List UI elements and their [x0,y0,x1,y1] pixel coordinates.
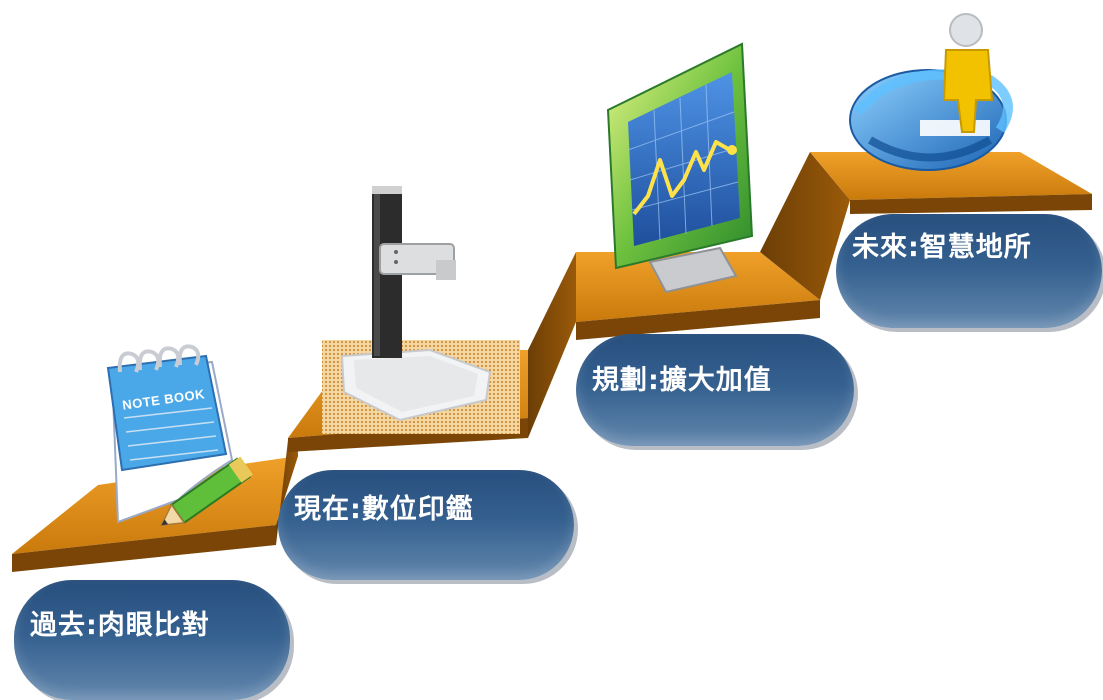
timeline-staircase: 過去:肉眼比對 現在:數位印鑑 規劃:擴大加值 未來:智慧地所 NOTE BOO… [12,13,1102,700]
riser-1 [276,438,298,545]
stage-future-label: 未來:智慧地所 [836,214,1102,328]
monitor-chart-icon [606,42,754,294]
stage-past-label: 過去:肉眼比對 [14,580,290,700]
step-4-top [810,152,1092,200]
step-3-top [576,252,820,322]
stage-plan-label: 規劃:擴大加值 [576,334,854,446]
person-globe-icon [849,13,1013,171]
document-scanner-icon [322,186,520,434]
staircase-graphic [12,13,1092,572]
notebook-pencil-icon [106,344,253,527]
riser-3 [760,152,850,300]
step-4-front [850,194,1092,214]
step-3-front [576,300,820,340]
step-1-front [12,525,276,572]
stage-present-label: 現在:數位印鑑 [278,470,574,580]
riser-2 [528,252,576,438]
